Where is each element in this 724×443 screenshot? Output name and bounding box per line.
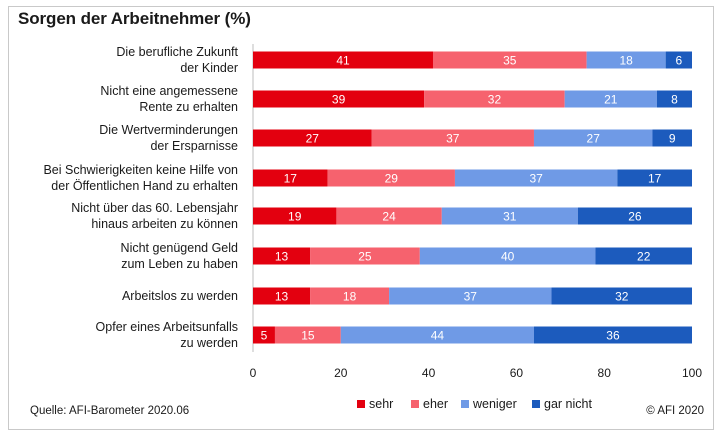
- data-label: 41: [336, 54, 350, 68]
- data-label: 26: [628, 210, 642, 224]
- data-label: 37: [464, 290, 478, 304]
- category-label: Nicht über das 60. Lebensjahr hinaus arbe…: [71, 201, 238, 231]
- data-label: 32: [488, 93, 502, 107]
- legend-label: weniger: [472, 397, 517, 411]
- data-label: 25: [358, 250, 372, 264]
- bar-segment-weniger: [441, 207, 578, 225]
- bar-segment-sehr: [253, 247, 311, 265]
- legend-label: sehr: [369, 397, 393, 411]
- data-label: 44: [431, 329, 445, 343]
- bar-segment-weniger: [586, 51, 666, 69]
- bar-segment-gar-nicht: [595, 247, 692, 265]
- data-label: 29: [385, 172, 399, 186]
- x-tick-label: 20: [334, 366, 348, 380]
- x-tick-label: 40: [422, 366, 436, 380]
- data-label: 37: [529, 172, 543, 186]
- data-label: 35: [503, 54, 517, 68]
- bar-segment-eher: [432, 51, 587, 69]
- data-label: 8: [671, 93, 678, 107]
- bar-segment-weniger: [454, 169, 618, 187]
- data-label: 21: [604, 93, 618, 107]
- bar-segment-weniger: [533, 129, 653, 147]
- bar-segment-gar-nicht: [665, 51, 692, 69]
- bar-segment-sehr: [253, 90, 425, 108]
- bar-segment-eher: [371, 129, 534, 147]
- bar-segment-sehr: [253, 129, 372, 147]
- data-label: 24: [382, 210, 396, 224]
- category-label: Bei Schwierigkeiten keine Hilfe von der Ö…: [43, 163, 238, 193]
- legend-label: eher: [423, 397, 448, 411]
- bar-segment-eher: [336, 207, 442, 225]
- data-label: 9: [669, 132, 676, 146]
- data-label: 18: [343, 290, 357, 304]
- bar-segment-eher: [274, 326, 341, 344]
- data-label: 22: [637, 250, 651, 264]
- data-label: 15: [301, 329, 315, 343]
- legend-swatch: [532, 400, 540, 408]
- bar-segment-sehr: [253, 326, 275, 344]
- data-label: 18: [619, 54, 633, 68]
- source-note: Quelle: AFI-Barometer 2020.06: [30, 405, 190, 417]
- copyright-note: © AFI 2020: [646, 405, 704, 417]
- category-label: Arbeitslos zu werden: [122, 289, 238, 303]
- data-label: 32: [615, 290, 629, 304]
- data-label: 31: [503, 210, 517, 224]
- data-label: 13: [275, 250, 289, 264]
- data-label: 27: [587, 132, 601, 146]
- bar-segment-gar-nicht: [652, 129, 692, 147]
- category-label: Nicht genügend Geld zum Leben zu haben: [121, 241, 238, 271]
- category-label: Opfer eines Arbeitsunfalls zu werden: [96, 320, 238, 350]
- data-label: 5: [261, 329, 268, 343]
- bar-segment-weniger: [389, 287, 552, 305]
- chart-title: Sorgen der Arbeitnehmer (%): [18, 9, 251, 28]
- bar-segment-eher: [424, 90, 565, 108]
- bar-segment-sehr: [253, 207, 337, 225]
- data-label: 37: [446, 132, 460, 146]
- bar-segment-sehr: [253, 287, 311, 305]
- category-label: Die Wertverminderungen der Ersparnisse: [99, 123, 238, 153]
- data-label: 13: [275, 290, 289, 304]
- category-label: Nicht eine angemessene Rente zu erhalten: [100, 84, 238, 114]
- legend-label: gar nicht: [544, 397, 592, 411]
- bar-segment-gar-nicht: [656, 90, 692, 108]
- legend-swatch: [411, 400, 419, 408]
- bar-segment-weniger: [419, 247, 596, 265]
- bar-segment-sehr: [253, 169, 328, 187]
- x-tick-label: 80: [598, 366, 612, 380]
- bar-segment-eher: [327, 169, 455, 187]
- bar-segment-gar-nicht: [577, 207, 692, 225]
- data-label: 17: [284, 172, 298, 186]
- data-label: 27: [306, 132, 320, 146]
- bar-segment-gar-nicht: [533, 326, 692, 344]
- bar-segment-eher: [310, 287, 390, 305]
- bar-segment-eher: [310, 247, 420, 265]
- data-label: 39: [332, 93, 346, 107]
- category-label: Die berufliche Zukunft der Kinder: [116, 45, 238, 75]
- data-label: 36: [606, 329, 620, 343]
- data-label: 40: [501, 250, 515, 264]
- legend-swatch: [461, 400, 469, 408]
- x-tick-label: 100: [682, 366, 702, 380]
- bar-segment-weniger: [340, 326, 534, 344]
- x-tick-label: 0: [250, 366, 257, 380]
- legend-swatch: [357, 400, 365, 408]
- x-tick-label: 60: [510, 366, 524, 380]
- bar-segment-sehr: [253, 51, 433, 69]
- data-label: 19: [288, 210, 302, 224]
- data-label: 6: [675, 54, 682, 68]
- data-label: 17: [648, 172, 662, 186]
- bar-segment-gar-nicht: [617, 169, 692, 187]
- bar-segment-weniger: [564, 90, 657, 108]
- bar-segment-gar-nicht: [551, 287, 692, 305]
